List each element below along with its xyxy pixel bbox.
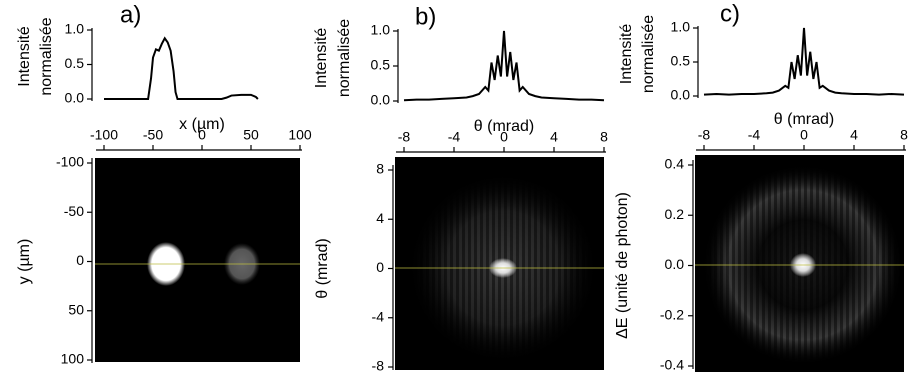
y-tick-label: -4 [372, 308, 385, 324]
y-tick-label: 8 [376, 161, 384, 177]
line-series [104, 36, 259, 100]
x-tick-label: 50 [243, 127, 259, 143]
x-tick-label: -50 [143, 127, 163, 143]
y-tick-label: 1.0 [371, 22, 391, 38]
y-tick-label: 0.5 [371, 57, 391, 73]
panel-label: a) [120, 1, 141, 28]
y-tick-label: -100 [56, 154, 84, 170]
x-tick-label: -8 [698, 127, 711, 143]
y-axis-label: Intensité [16, 26, 33, 87]
y-tick-label: 0.5 [671, 53, 691, 69]
y-axis-label: normalisée [38, 17, 55, 95]
y-axis-label: θ (mrad) [314, 238, 331, 298]
line-series [403, 30, 605, 102]
x-tick-label: -4 [448, 129, 461, 145]
y-tick-label: 0.0 [665, 256, 685, 272]
image-b [395, 157, 604, 370]
y-tick-label: 0 [376, 259, 384, 275]
y-tick-label: -0.4 [660, 357, 684, 373]
x-tick-label: 0 [500, 129, 508, 145]
y-tick-label: 0.0 [671, 87, 691, 103]
x-tick-label: -100 [90, 127, 118, 143]
x-tick-label: -8 [398, 129, 411, 145]
x-tick-label: 4 [850, 127, 858, 143]
y-tick-label: 0.5 [65, 55, 85, 71]
x-tick-label: 8 [900, 127, 908, 143]
x-axis-label: θ (mrad) [474, 118, 534, 135]
y-tick-label: -50 [64, 203, 84, 219]
y-axis-label: normalisée [336, 19, 353, 97]
y-tick-label: 100 [61, 351, 85, 367]
x-tick-label: -4 [748, 127, 761, 143]
y-tick-label: 1.0 [671, 19, 691, 35]
y-tick-label: 0.0 [65, 90, 85, 106]
y-tick-label: 0.2 [665, 206, 685, 222]
y-tick-label: 50 [68, 301, 84, 317]
x-tick-label: 8 [600, 129, 608, 145]
y-tick-label: 0.0 [371, 92, 391, 108]
y-tick-label: 0 [76, 252, 84, 268]
y-tick-label: -0.2 [660, 306, 684, 322]
y-axis-label: Intensité [313, 28, 330, 89]
y-tick-label: 0.4 [665, 156, 685, 172]
x-tick-label: 0 [800, 127, 808, 143]
y-tick-label: 4 [376, 210, 384, 226]
y-axis-label: normalisée [640, 15, 657, 93]
y-tick-label: 1.0 [65, 21, 85, 37]
x-axis-label: θ (mrad) [774, 111, 834, 128]
y-axis-label: Intensité [618, 24, 635, 85]
x-axis-label: x (µm) [179, 116, 225, 133]
image-c [695, 155, 904, 372]
y-axis-label: y (µm) [16, 239, 33, 285]
x-tick-label: 100 [288, 127, 312, 143]
y-tick-label: -8 [372, 358, 385, 374]
panel-label: b) [415, 3, 436, 30]
y-axis-label: ΔE (unité de photon) [614, 192, 631, 339]
x-tick-label: 0 [198, 127, 206, 143]
panel-label: c) [720, 0, 740, 27]
x-tick-label: 4 [550, 129, 558, 145]
image-a [95, 158, 300, 362]
line-series [703, 27, 905, 96]
